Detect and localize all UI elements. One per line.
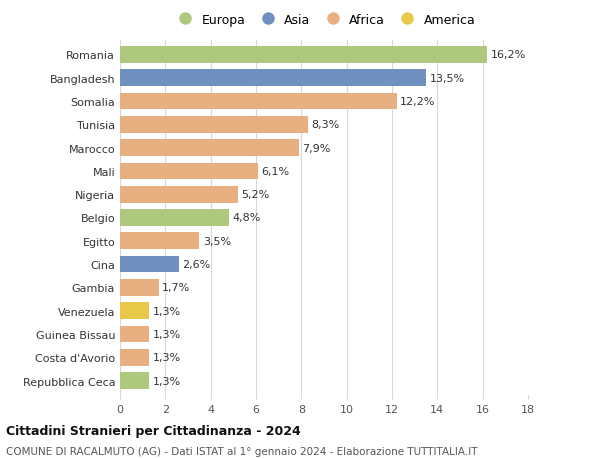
Text: Cittadini Stranieri per Cittadinanza - 2024: Cittadini Stranieri per Cittadinanza - 2… [6, 424, 301, 437]
Bar [120, 302, 149, 319]
Bar [120, 93, 397, 110]
Bar [120, 70, 426, 87]
Text: 2,6%: 2,6% [182, 259, 211, 269]
Bar [120, 326, 149, 343]
Bar [120, 349, 149, 366]
Bar [120, 186, 238, 203]
Text: 1,3%: 1,3% [153, 329, 181, 339]
Text: 13,5%: 13,5% [430, 73, 464, 84]
Bar [120, 117, 308, 134]
Bar [120, 210, 229, 226]
Text: 1,3%: 1,3% [153, 353, 181, 363]
Text: 12,2%: 12,2% [400, 97, 436, 107]
Text: COMUNE DI RACALMUTO (AG) - Dati ISTAT al 1° gennaio 2024 - Elaborazione TUTTITAL: COMUNE DI RACALMUTO (AG) - Dati ISTAT al… [6, 447, 478, 456]
Text: 3,5%: 3,5% [203, 236, 231, 246]
Text: 1,3%: 1,3% [153, 306, 181, 316]
Text: 1,7%: 1,7% [162, 283, 190, 293]
Bar [120, 372, 149, 389]
Text: 6,1%: 6,1% [262, 167, 290, 177]
Bar [120, 280, 158, 296]
Text: 5,2%: 5,2% [241, 190, 269, 200]
Text: 16,2%: 16,2% [491, 50, 526, 60]
Bar [120, 140, 299, 157]
Legend: Europa, Asia, Africa, America: Europa, Asia, Africa, America [167, 9, 481, 32]
Bar [120, 233, 199, 250]
Text: 4,8%: 4,8% [232, 213, 260, 223]
Text: 8,3%: 8,3% [311, 120, 340, 130]
Bar [120, 163, 258, 180]
Text: 1,3%: 1,3% [153, 376, 181, 386]
Bar [120, 256, 179, 273]
Text: 7,9%: 7,9% [302, 143, 331, 153]
Bar [120, 47, 487, 64]
